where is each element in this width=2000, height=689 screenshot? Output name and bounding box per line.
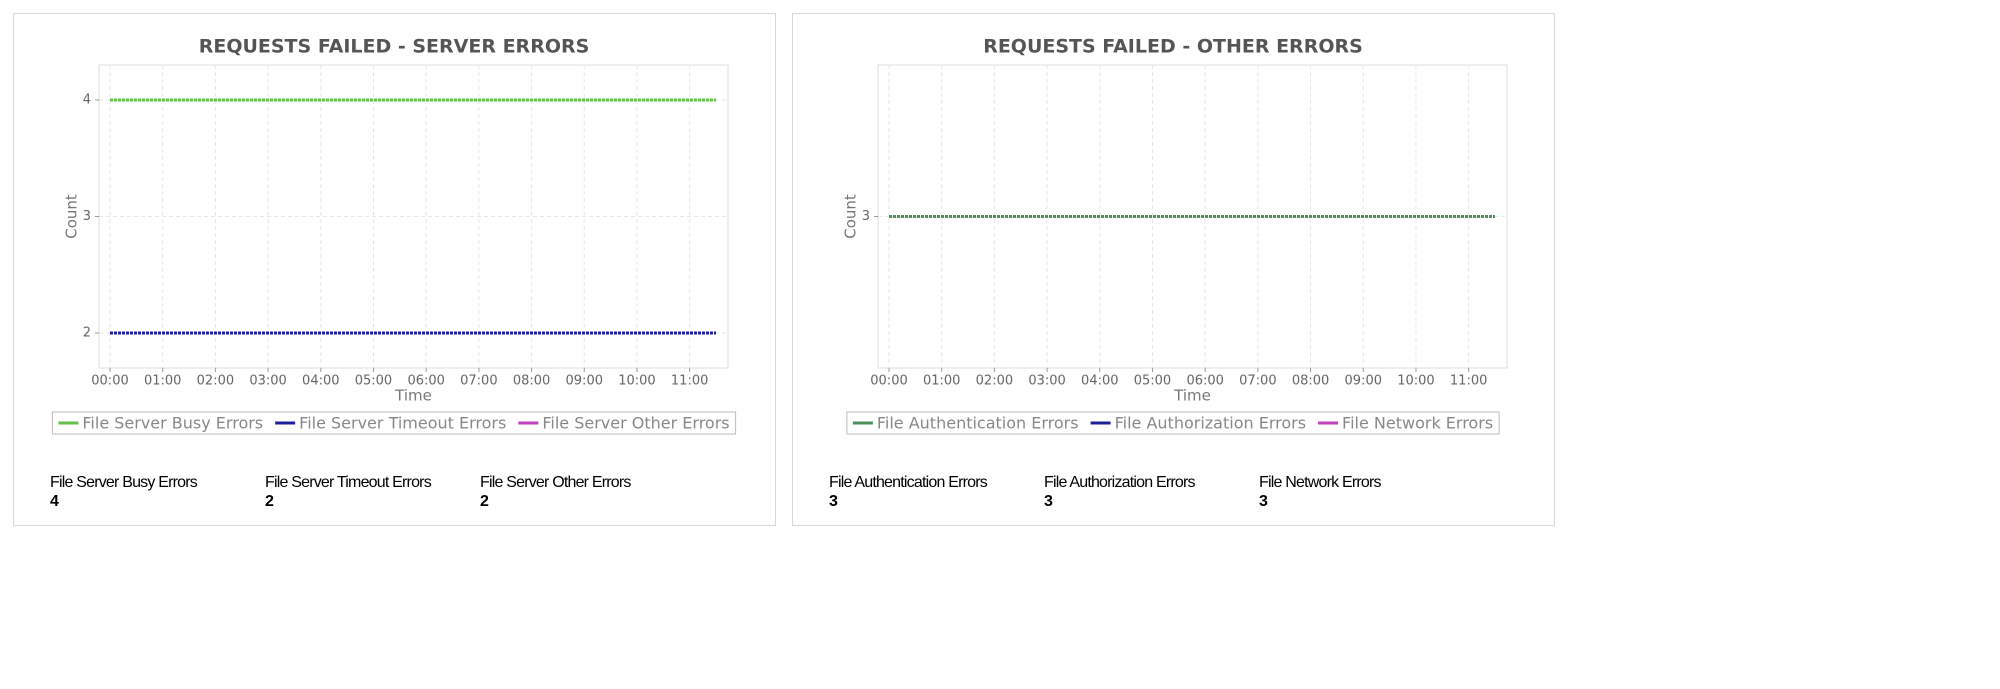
x-tick-label: 11:00 [1450, 374, 1487, 389]
legend: File Server Busy Errors File Server Timeo… [51, 411, 737, 435]
legend-label: File Server Timeout Errors [299, 414, 506, 433]
panel: REQUESTS FAILED - OTHER ERRORS 00:00 01:00… [792, 13, 1555, 526]
x-tick-label: 08:00 [1292, 374, 1329, 389]
y-tick-label: 2 [83, 326, 91, 341]
summary-label: File Authentication Errors [829, 474, 988, 491]
summary-value: 2 [480, 493, 489, 510]
summary-value: 2 [265, 493, 274, 510]
y-axis-label: Count [842, 194, 860, 239]
x-tick-label: 09:00 [566, 374, 603, 389]
legend-box [846, 411, 1500, 435]
x-tick-label: 05:00 [355, 374, 392, 389]
summary-label: File Authorization Errors [1044, 474, 1196, 491]
legend-box [51, 411, 737, 435]
summary-label: File Server Busy Errors [50, 474, 198, 491]
legend-label: File Authentication Errors [877, 414, 1079, 433]
y-tick-label: 3 [862, 209, 870, 224]
legend-label: File Authorization Errors [1115, 414, 1306, 433]
x-tick-label: 04:00 [1081, 374, 1118, 389]
summary-value: 3 [829, 493, 838, 510]
summary-value: 3 [1259, 493, 1268, 510]
x-tick-label: 07:00 [460, 374, 497, 389]
x-tick-label: 03:00 [1028, 374, 1065, 389]
summary-label: File Server Timeout Errors [265, 474, 432, 491]
summary-label: File Network Errors [1259, 474, 1382, 491]
x-axis-label: Time [394, 387, 432, 405]
x-tick-label: 00:00 [870, 374, 907, 389]
summary-value: 3 [1044, 493, 1053, 510]
legend: File Authentication Errors File Authoriza… [846, 411, 1500, 435]
x-tick-label: 04:00 [302, 374, 339, 389]
x-axis-label: Time [1173, 387, 1211, 405]
x-tick-label: 08:00 [513, 374, 550, 389]
x-tick-label: 10:00 [1397, 374, 1434, 389]
legend-label: File Network Errors [1342, 414, 1493, 433]
x-tick-label: 00:00 [91, 374, 128, 389]
x-tick-label: 11:00 [671, 374, 708, 389]
legend-label: File Server Busy Errors [82, 414, 263, 433]
chart-title: REQUESTS FAILED - SERVER ERRORS [199, 36, 590, 58]
x-tick-label: 07:00 [1239, 374, 1276, 389]
x-tick-label: 01:00 [144, 374, 181, 389]
y-tick-label: 3 [83, 209, 91, 224]
summary-value: 4 [50, 493, 59, 510]
legend-label: File Server Other Errors [542, 414, 729, 433]
panel: REQUESTS FAILED - SERVER ERRORS 00:00 01:0… [13, 13, 776, 526]
plot-area [98, 64, 729, 369]
x-tick-label: 01:00 [923, 374, 960, 389]
chart-title: REQUESTS FAILED - OTHER ERRORS [983, 36, 1363, 58]
x-tick-label: 03:00 [249, 374, 286, 389]
y-tick-label: 4 [83, 92, 91, 107]
x-tick-label: 02:00 [197, 374, 234, 389]
x-tick-label: 05:00 [1134, 374, 1171, 389]
y-axis-label: Count [63, 194, 81, 239]
x-tick-label: 02:00 [976, 374, 1013, 389]
x-tick-label: 06:00 [1186, 374, 1223, 389]
summary-label: File Server Other Errors [480, 474, 631, 491]
x-tick-label: 06:00 [407, 374, 444, 389]
x-tick-label: 09:00 [1345, 374, 1382, 389]
x-tick-label: 10:00 [618, 374, 655, 389]
